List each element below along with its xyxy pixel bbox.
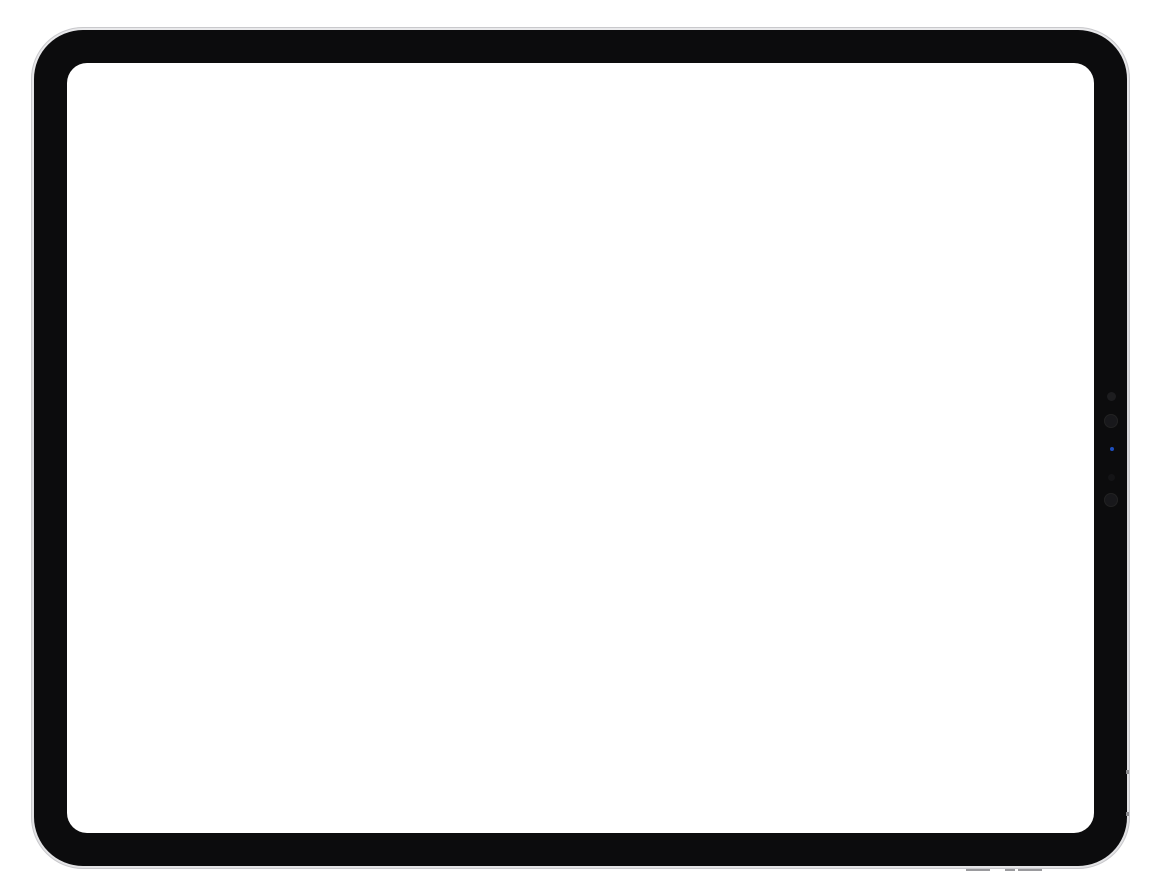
tablet-screen[interactable] <box>67 63 1094 833</box>
connector-port <box>1005 869 1015 871</box>
infrared-camera-icon <box>1104 493 1118 507</box>
speaker-grille <box>1018 869 1042 871</box>
side-button <box>1126 812 1129 816</box>
tablet-bezel <box>34 30 1127 866</box>
speaker-grille <box>966 869 990 871</box>
front-camera-icon <box>1104 414 1118 428</box>
proximity-sensor-icon <box>1108 474 1115 481</box>
side-button <box>1126 770 1129 774</box>
ambient-light-sensor-icon <box>1107 392 1116 401</box>
tablet-device <box>31 27 1130 869</box>
indicator-light-icon <box>1110 447 1114 451</box>
